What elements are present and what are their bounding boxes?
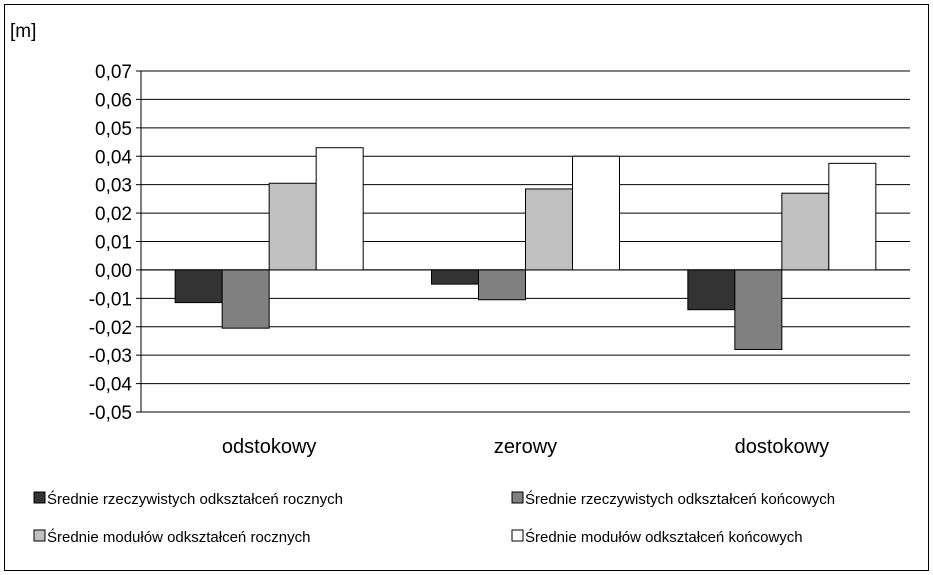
y-unit-label: [m] xyxy=(10,21,36,42)
y-tick-label: -0,02 xyxy=(89,318,132,339)
y-tick-label: 0,02 xyxy=(95,204,132,225)
y-tick-label: -0,03 xyxy=(89,346,132,367)
legend-swatch xyxy=(33,491,46,504)
legend-swatch xyxy=(33,529,46,542)
legend-swatch xyxy=(511,491,524,504)
y-tick-label: 0,01 xyxy=(95,233,132,254)
bar xyxy=(734,269,783,350)
bar xyxy=(315,147,364,271)
bar xyxy=(781,192,830,271)
legend-label: Średnie rzeczywistych odkształceń końcow… xyxy=(525,490,835,508)
bar xyxy=(221,269,270,329)
y-tick-label: 0,00 xyxy=(95,261,132,282)
x-category-label: zerowy xyxy=(494,436,557,458)
y-tick-label: -0,04 xyxy=(89,375,133,396)
y-tick-label: -0,05 xyxy=(89,403,132,424)
x-category-label: odstokowy xyxy=(222,436,317,458)
bar xyxy=(478,269,526,301)
y-tick-label: 0,04 xyxy=(95,147,132,168)
bar xyxy=(268,182,317,271)
bar xyxy=(174,269,223,304)
legend-label: Średnie modułów odkształceń rocznych xyxy=(47,528,310,546)
legend-label: Średnie rzeczywistych odkształceń roczny… xyxy=(47,490,343,508)
bar xyxy=(828,162,877,271)
y-tick-label: 0,06 xyxy=(95,90,132,111)
bar xyxy=(431,269,479,285)
y-tick-label: 0,07 xyxy=(95,62,132,83)
plot-area: 0,07 0,06 0,05 0,04 0,03 0,02 0,01 0,00 -0,01 -0,… xyxy=(89,62,910,458)
y-tick-label: 0,05 xyxy=(95,119,132,140)
bar xyxy=(572,155,620,271)
y-tick-label: -0,01 xyxy=(89,289,132,310)
bar xyxy=(525,188,573,271)
legend-label: Średnie modułów odkształceń końcowych xyxy=(525,528,803,546)
x-category-label: dostokowy xyxy=(735,436,830,458)
legend: Średnie rzeczywistych odkształceń roczny… xyxy=(33,490,835,546)
y-tick-label: 0,03 xyxy=(95,176,132,197)
legend-swatch xyxy=(511,529,524,542)
bar xyxy=(687,269,736,311)
